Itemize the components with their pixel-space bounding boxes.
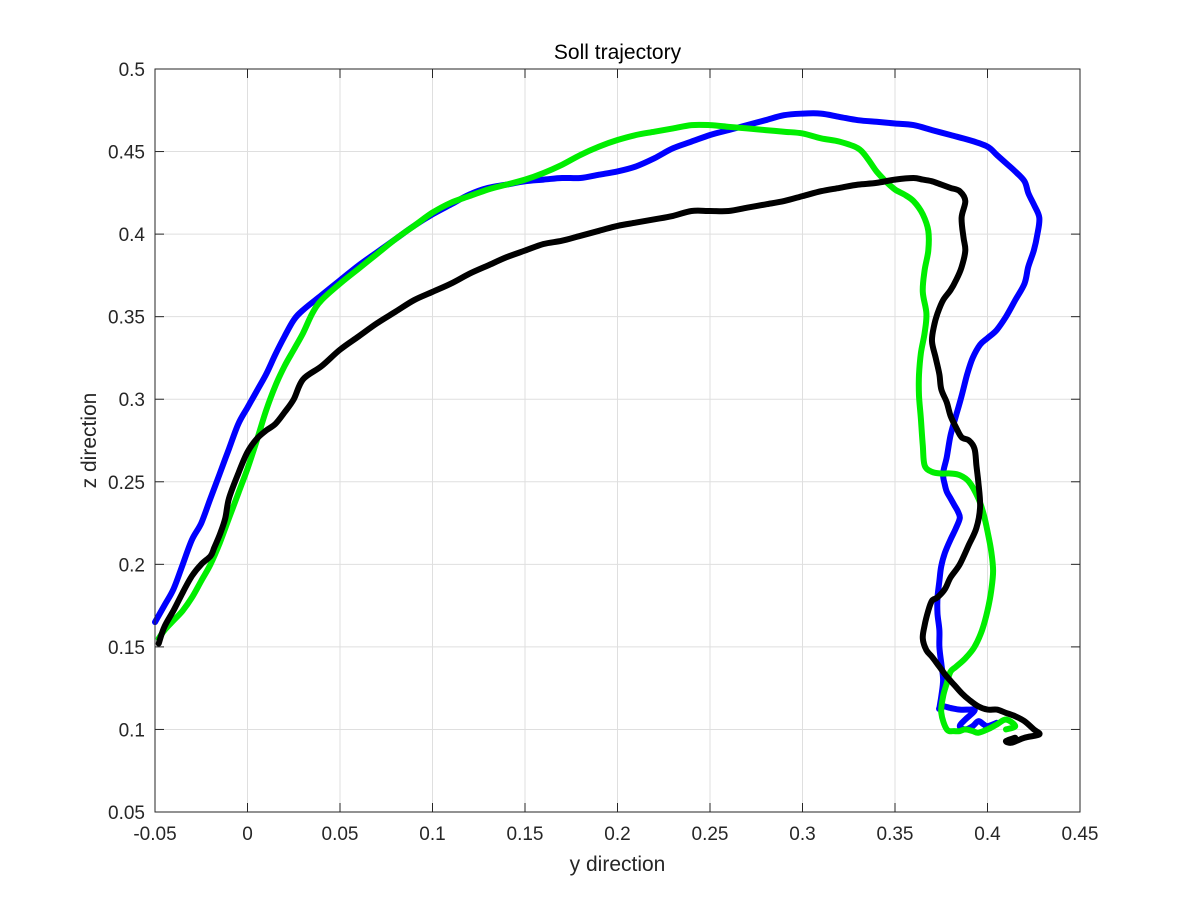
x-tick-label: 0.4 [974, 824, 1001, 845]
series-line-2 [155, 121, 1019, 736]
x-axis-label: y direction [570, 853, 666, 876]
x-tick-label: -0.05 [133, 824, 176, 845]
y-tick-label: 0.05 [108, 803, 145, 824]
y-tick-labels: 0.05 0.1 0.15 0.2 0.25 0.3 0.35 0.4 0.45 0.5 [108, 60, 145, 824]
y-tick-label: 0.4 [119, 225, 146, 246]
y-tick-label: 0.25 [108, 473, 145, 494]
series-layer [152, 110, 1043, 746]
y-tick-label: 0.15 [108, 638, 145, 659]
x-tick-label: 0.35 [877, 824, 914, 845]
y-tick-label: 0.45 [108, 143, 145, 164]
y-tick-label: 0.2 [119, 555, 145, 576]
x-tick-label: 0.2 [604, 824, 630, 845]
series-line-3 [155, 175, 1043, 746]
y-tick-label: 0.5 [119, 60, 145, 81]
x-tick-label: 0.45 [1062, 824, 1099, 845]
axis-ticks [154, 68, 1081, 813]
y-tick-label: 0.1 [119, 720, 145, 741]
y-axis-label: z direction [78, 393, 101, 489]
chart-title: Soll trajectory [554, 41, 682, 64]
x-tick-label: 0.1 [419, 824, 445, 845]
y-tick-label: 0.3 [119, 390, 145, 411]
x-tick-label: 0.25 [692, 824, 729, 845]
x-tick-label: 0.05 [322, 824, 359, 845]
x-tick-label: 0 [242, 824, 253, 845]
x-tick-label: 0.3 [789, 824, 815, 845]
x-tick-label: 0.15 [507, 824, 544, 845]
y-tick-label: 0.35 [108, 308, 145, 329]
x-tick-labels: -0.05 0 0.05 0.1 0.15 0.2 0.25 0.3 0.35 0.4 0.45 [133, 824, 1098, 845]
